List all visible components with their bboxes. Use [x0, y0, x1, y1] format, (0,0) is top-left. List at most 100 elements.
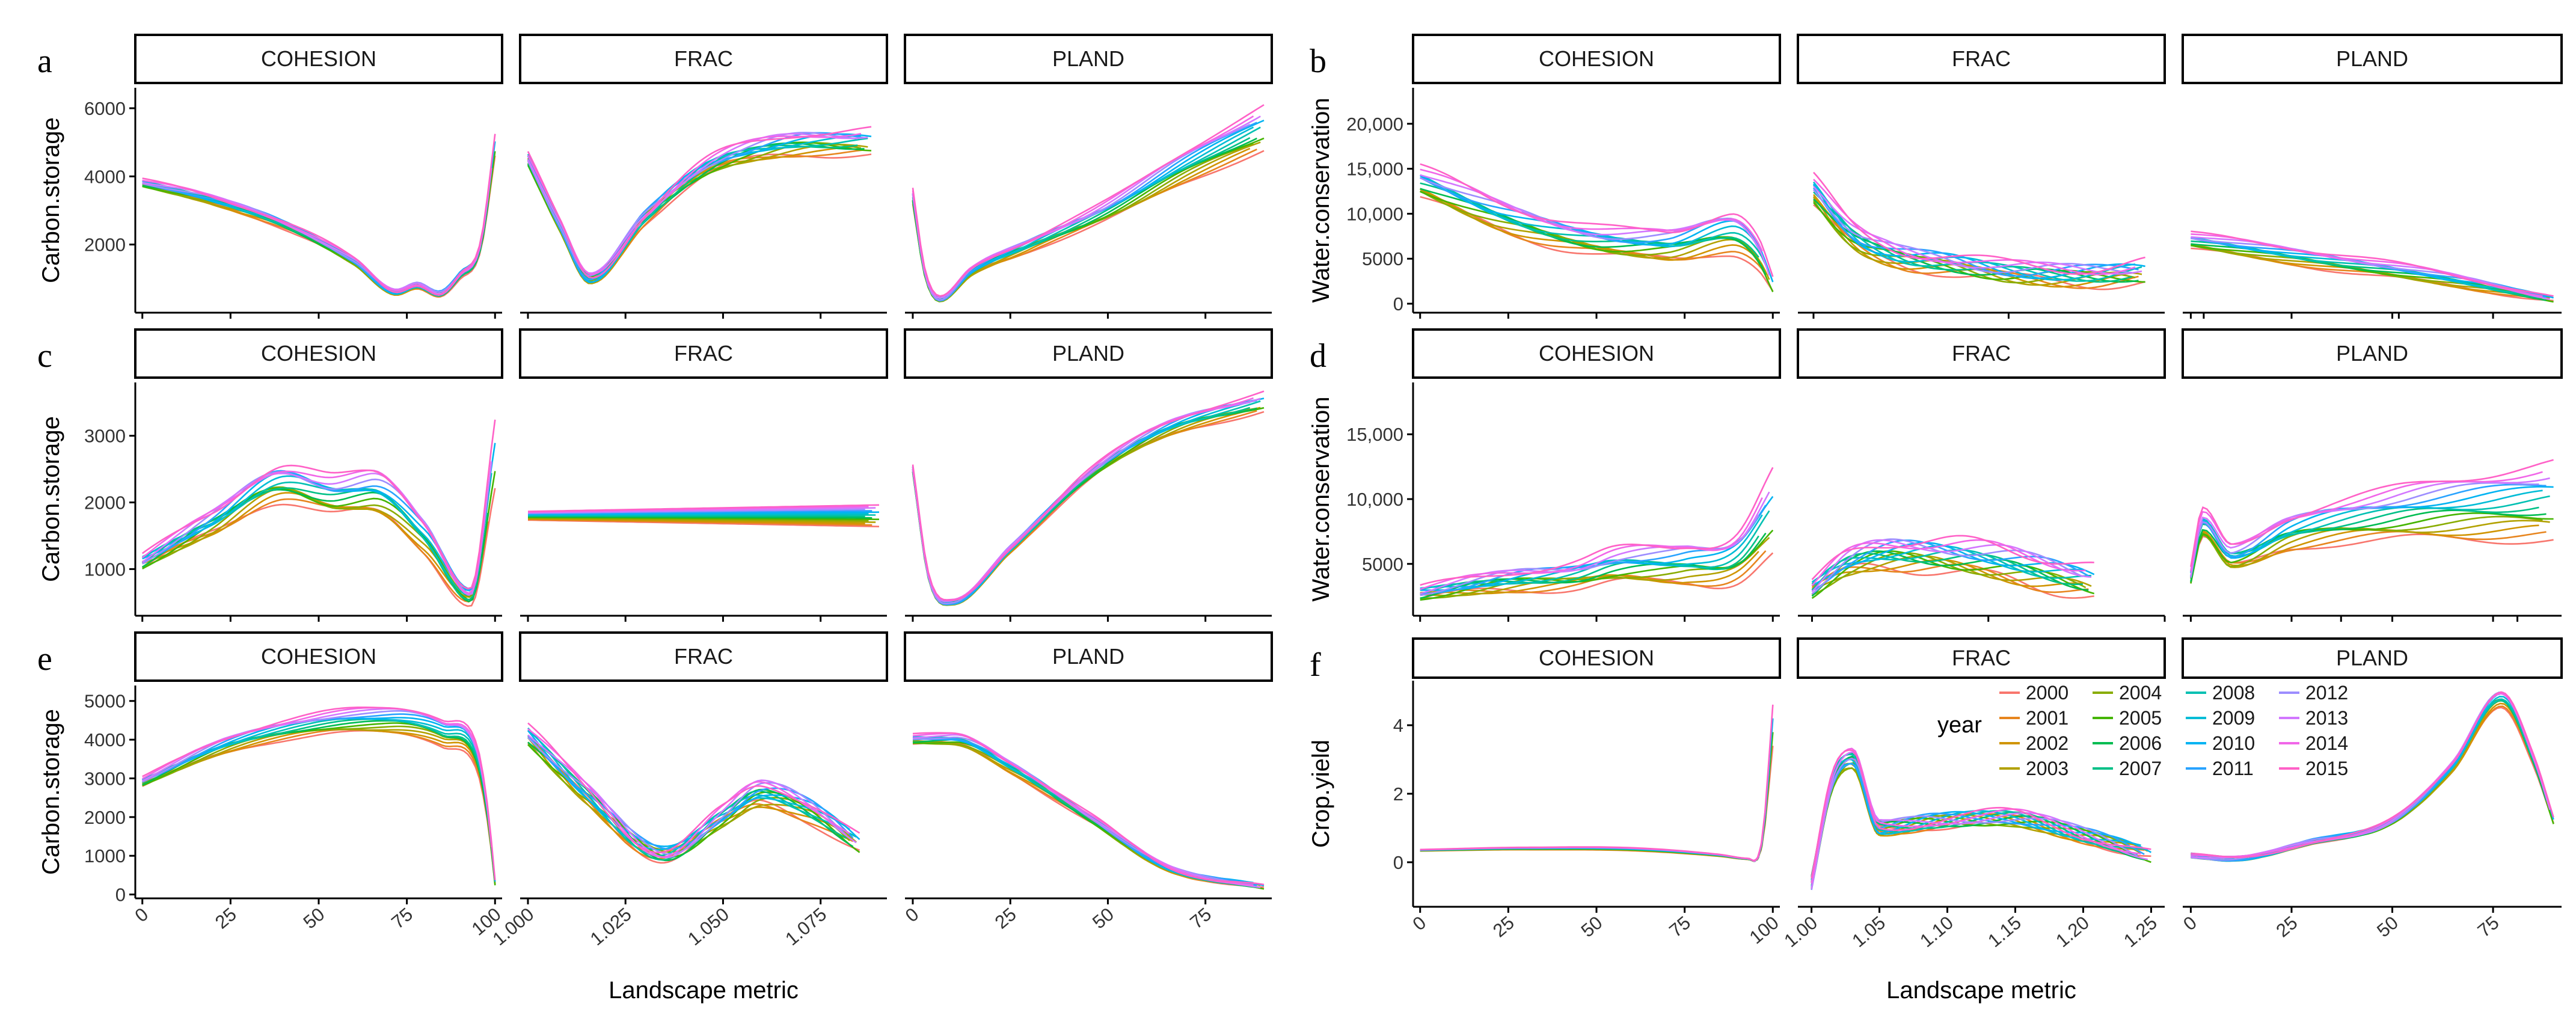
series-line-d-2-2008 — [2190, 495, 2550, 573]
y-axis-label-d: Water.conservation — [1308, 397, 1334, 602]
y-axis-label-e: Carbon.storage — [38, 709, 64, 875]
y-tick-label-c-2: 3000 — [84, 426, 126, 447]
x-tick-label-f-0-4: 100 — [1746, 912, 1783, 948]
panel-letter-c: c — [37, 337, 52, 375]
series-line-d-2-2006 — [2190, 509, 2547, 582]
series-line-d-2-2015 — [2190, 459, 2554, 567]
facet-strip-b-1 — [1797, 34, 2166, 84]
series-line-f-1-2014 — [1811, 747, 2141, 884]
series-line-a-1-2007 — [527, 144, 858, 277]
series-line-c-2-2015 — [912, 390, 1265, 601]
y-axis-label-c: Carbon.storage — [38, 416, 64, 582]
series-line-e-0-2015 — [142, 707, 496, 880]
x-tick-label-e-2-3: 75 — [1186, 904, 1215, 933]
series-line-d-1-2012 — [1811, 538, 2084, 595]
y-tick-label-d-1: 10,000 — [1346, 489, 1403, 510]
series-line-a-0-2010 — [142, 141, 496, 295]
facet-strip-label-f-2: PLAND — [2336, 646, 2408, 670]
series-line-a-1-2013 — [527, 133, 868, 274]
series-line-c-2-2000 — [912, 411, 1265, 602]
legend-label-2011: 2011 — [2212, 758, 2254, 779]
y-tick-label-b-1: 5000 — [1362, 248, 1403, 269]
series-line-a-1-2006 — [527, 142, 865, 275]
series-line-b-0-2000 — [1420, 196, 1774, 292]
series-line-f-1-2004 — [1811, 767, 2142, 886]
legend-title: year — [1937, 713, 1982, 738]
panel-letter-f: f — [1310, 646, 1321, 684]
x-tick-label-e-1-1: 1.025 — [586, 904, 636, 950]
x-tick-label-e-0-1: 25 — [211, 904, 241, 933]
series-line-c-2-2001 — [912, 409, 1257, 603]
series-line-c-2-2012 — [912, 401, 1250, 605]
y-tick-label-c-0: 1000 — [84, 559, 126, 580]
legend-label-2007: 2007 — [2119, 758, 2162, 779]
series-line-f-2-2000 — [2191, 707, 2554, 857]
x-tick-label-e-2-0: 0 — [901, 904, 923, 927]
series-line-f-0-2011 — [1420, 806, 1767, 862]
series-line-a-0-2000 — [142, 155, 496, 298]
x-tick-label-f-2-0: 0 — [2179, 912, 2201, 935]
panel-letter-d: d — [1310, 337, 1326, 375]
x-tick-label-e-1-2: 1.050 — [684, 904, 733, 950]
series-line-c-2-2003 — [912, 406, 1261, 606]
x-tick-label-e-2-1: 25 — [991, 904, 1020, 933]
series-line-f-0-2004 — [1420, 842, 1763, 862]
series-line-b-2-2009 — [2191, 236, 2543, 296]
series-line-a-1-2011 — [527, 132, 865, 281]
facet-strip-c-2 — [904, 328, 1273, 379]
y-axis-label-a: Carbon.storage — [38, 117, 64, 283]
y-tick-label-e-3: 3000 — [84, 768, 126, 789]
facet-strip-label-c-0: COHESION — [261, 341, 376, 366]
series-line-d-2-2001 — [2190, 530, 2547, 579]
series-line-a-0-2008 — [142, 170, 492, 297]
facet-strip-label-a-0: COHESION — [261, 46, 376, 71]
series-line-c-2-2013 — [912, 397, 1261, 603]
series-line-f-1-2015 — [1811, 749, 2151, 879]
series-line-c-2-2005 — [912, 406, 1265, 605]
series-line-b-1-2015 — [1813, 171, 2145, 275]
series-line-a-2-2012 — [912, 123, 1251, 301]
series-line-f-0-2013 — [1420, 757, 1770, 862]
series-line-c-2-2011 — [912, 399, 1257, 606]
series-line-d-1-2009 — [1811, 545, 2086, 583]
x-tick-label-e-2-2: 50 — [1088, 904, 1118, 933]
legend-label-2005: 2005 — [2119, 707, 2162, 729]
y-tick-label-a-2: 6000 — [84, 98, 126, 119]
series-line-b-1-2009 — [1812, 181, 2136, 281]
series-line-d-2-2014 — [2190, 471, 2543, 572]
facet-strip-label-a-1: FRAC — [674, 46, 733, 71]
series-line-a-1-2012 — [527, 132, 858, 277]
facet-strip-d-2 — [2182, 328, 2563, 379]
facet-strip-label-e-2: PLAND — [1052, 644, 1124, 669]
x-tick-label-f-0-3: 75 — [1665, 912, 1694, 942]
y-tick-label-d-2: 15,000 — [1346, 424, 1403, 445]
series-line-b-1-2002 — [1812, 194, 2132, 288]
x-tick-label-f-1-5: 1.25 — [2120, 912, 2161, 952]
y-tick-label-f-0: 0 — [1393, 852, 1403, 873]
facet-strip-label-b-0: COHESION — [1539, 46, 1654, 71]
panel-letter-b: b — [1310, 43, 1326, 80]
series-line-a-2-2007 — [912, 137, 1251, 298]
series-line-d-0-2015 — [1420, 467, 1774, 586]
x-tick-label-f-0-1: 25 — [1489, 912, 1518, 942]
facet-strip-label-d-2: PLAND — [2336, 341, 2408, 366]
legend-label-2009: 2009 — [2212, 707, 2255, 729]
series-line-f-0-2015 — [1420, 704, 1774, 862]
series-line-a-0-2005 — [142, 151, 496, 294]
series-line-c-0-2000 — [141, 488, 496, 607]
y-tick-label-e-1: 1000 — [84, 845, 126, 866]
series-line-c-2-2008 — [912, 400, 1261, 602]
x-tick-label-f-2-3: 75 — [2474, 912, 2503, 942]
legend-label-2000: 2000 — [2026, 682, 2068, 704]
x-tick-label-f-1-2: 1.10 — [1916, 912, 1957, 952]
series-line-b-1-2010 — [1812, 183, 2145, 280]
y-tick-label-e-0: 0 — [115, 885, 126, 906]
x-tick-label-f-1-0: 1.00 — [1780, 912, 1821, 952]
series-line-d-2-2012 — [2190, 482, 2539, 578]
y-tick-label-b-3: 15,000 — [1346, 159, 1403, 180]
series-line-f-2-2001 — [2191, 705, 2547, 859]
x-tick-label-f-2-2: 50 — [2373, 912, 2402, 942]
series-line-f-0-2009 — [1420, 841, 1763, 862]
series-line-c-2-2002 — [912, 409, 1251, 604]
series-line-d-0-2014 — [1420, 497, 1763, 590]
